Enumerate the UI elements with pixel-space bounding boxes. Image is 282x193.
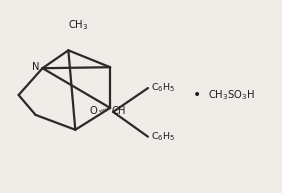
- Text: O: O: [89, 106, 97, 116]
- Text: CH$_3$SO$_3$H: CH$_3$SO$_3$H: [208, 88, 255, 102]
- Text: CH: CH: [112, 106, 126, 116]
- Text: N: N: [32, 62, 39, 72]
- Text: C$_6$H$_5$: C$_6$H$_5$: [151, 130, 175, 143]
- Text: •: •: [193, 88, 201, 102]
- Text: CH$_3$: CH$_3$: [68, 19, 89, 32]
- Text: C$_6$H$_5$: C$_6$H$_5$: [151, 82, 175, 94]
